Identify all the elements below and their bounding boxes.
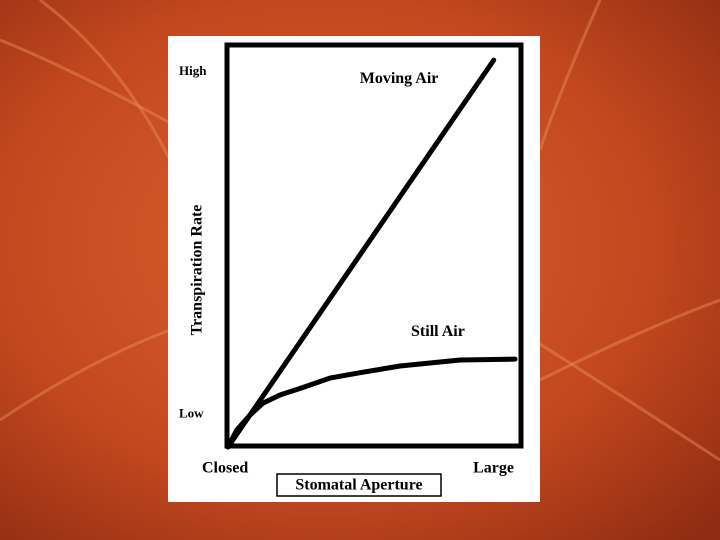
x-tick-label: Closed: [202, 460, 248, 477]
plot-frame: [224, 42, 524, 449]
x-axis-label: Stomatal Aperture: [295, 477, 422, 494]
chart-panel: [168, 36, 540, 502]
x-axis-label-box: [276, 473, 442, 497]
x-tick-label: Large: [473, 460, 514, 477]
y-axis-label: Transpiration Rate: [189, 205, 206, 336]
series-label: Still Air: [411, 323, 465, 340]
y-tick-label: High: [179, 63, 207, 78]
y-tick-label: Low: [179, 406, 204, 421]
series-line: [225, 356, 518, 450]
series-line: [225, 57, 497, 450]
series-label: Moving Air: [360, 70, 439, 87]
